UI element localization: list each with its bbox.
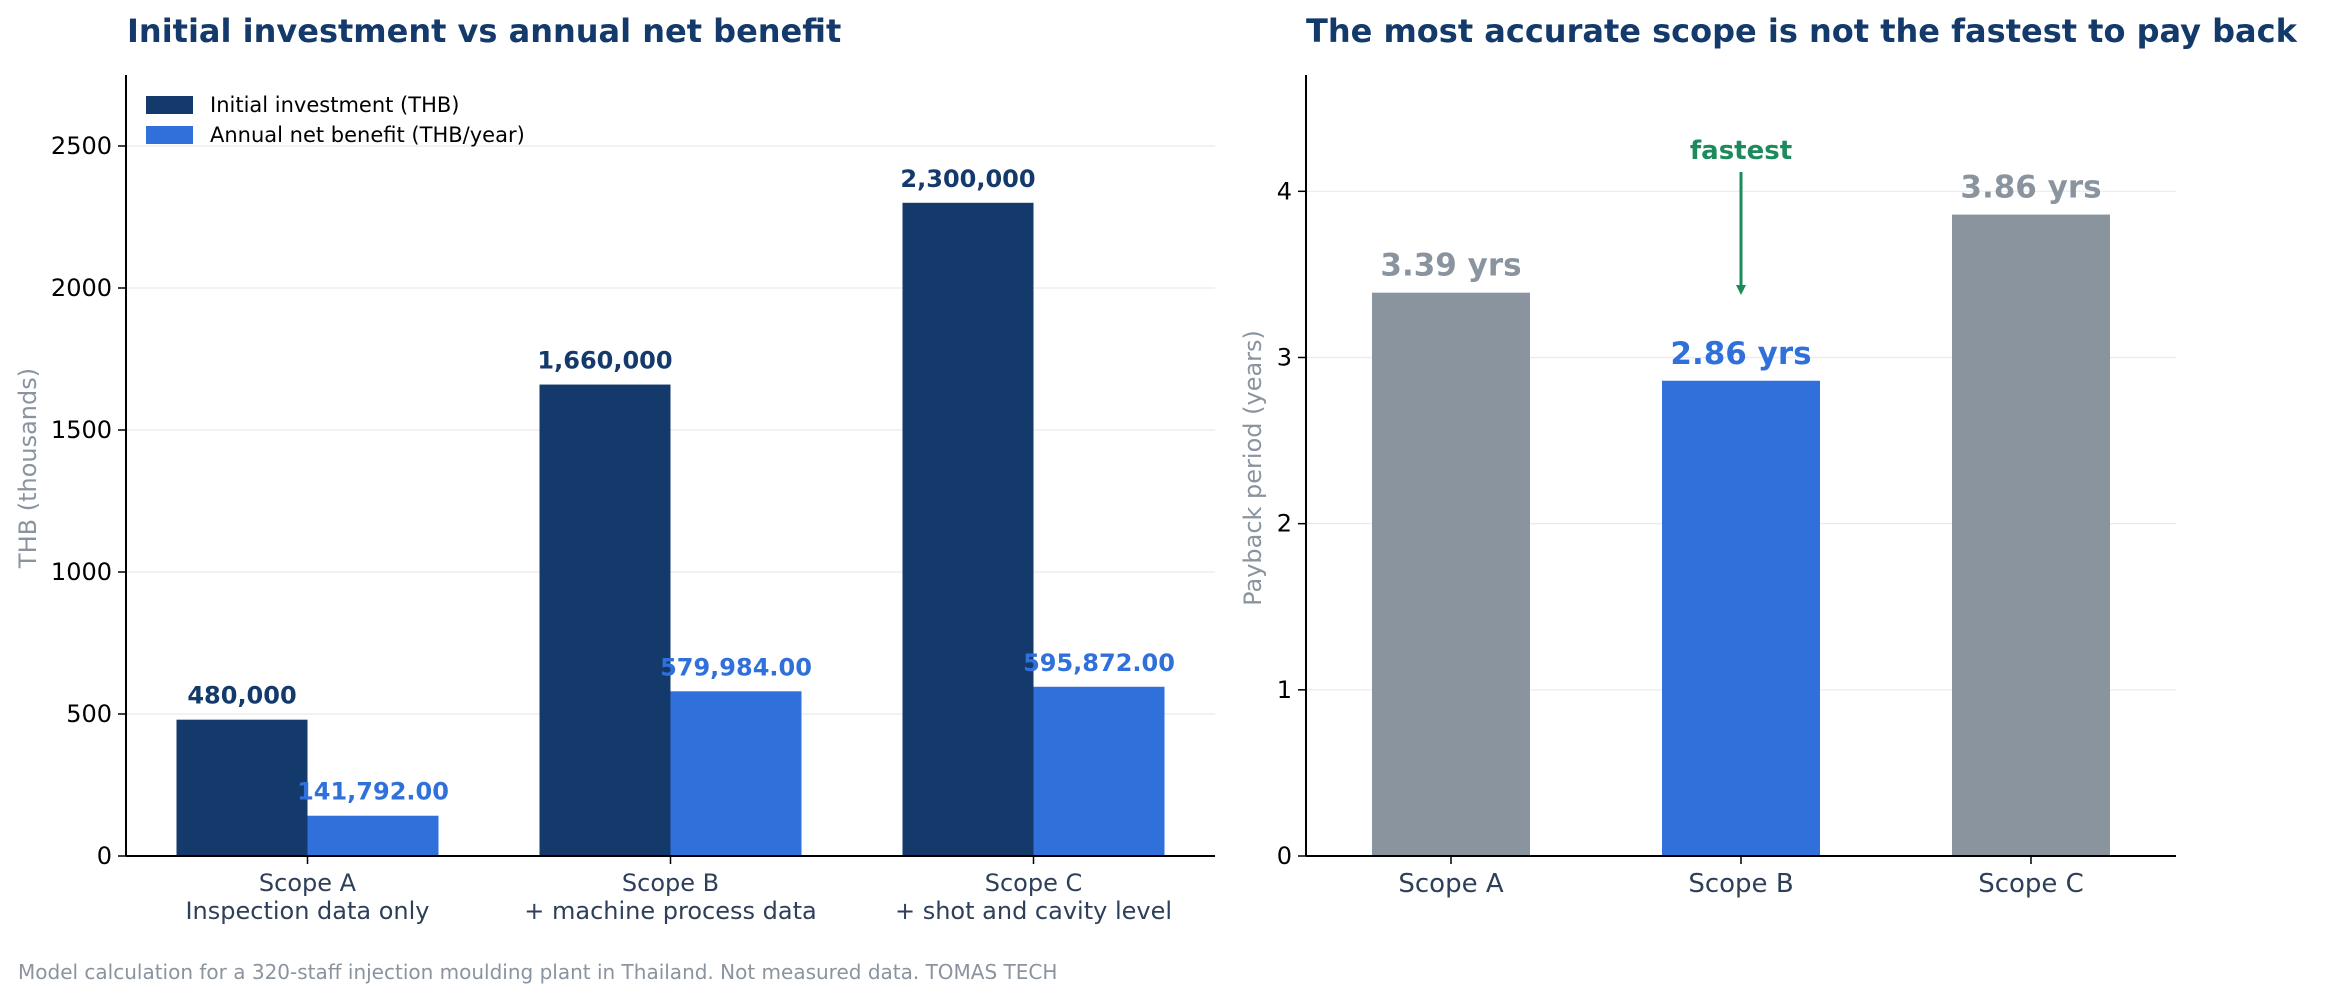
payback-y-tick-label: 0 xyxy=(1277,842,1292,870)
investment-y-tick-label: 2000 xyxy=(51,274,112,302)
investment-y-tick-label: 1000 xyxy=(51,558,112,586)
payback-category-label: Scope B xyxy=(1688,869,1793,899)
investment-data-label: 480,000 xyxy=(187,682,296,710)
investment-data-label: 1,660,000 xyxy=(537,347,672,375)
payback-bar xyxy=(1662,380,1820,856)
investment-bars: 480,000 1,660,000 2,300,000 141,792.00 579,9… xyxy=(176,165,1175,857)
legend-swatch xyxy=(146,126,193,144)
payback-data-label: 2.86 yrs xyxy=(1670,336,1811,372)
investment-y-tick-label: 1500 xyxy=(51,416,112,444)
fastest-annotation: fastest xyxy=(1690,136,1792,295)
payback-bars: 3.39 yrs 2.86 yrs 3.86 yrs xyxy=(1372,170,2110,856)
investment-legend: Initial investment (THB) Annual net benef… xyxy=(146,93,525,147)
net-benefit-data-label: 579,984.00 xyxy=(660,653,812,681)
investment-bar xyxy=(902,202,1034,857)
investment-y-axis-label: THB (thousands) xyxy=(14,368,42,569)
investment-bar xyxy=(176,719,308,856)
payback-bar xyxy=(1952,214,2110,856)
investment-bar xyxy=(539,384,671,856)
net-benefit-data-label: 141,792.00 xyxy=(297,778,449,806)
payback-y-tick-label: 4 xyxy=(1277,177,1292,205)
legend-swatch xyxy=(146,96,193,114)
payback-y-tick-label: 1 xyxy=(1277,676,1292,704)
investment-y-tick-label: 500 xyxy=(66,700,112,728)
investment-y-tick-label: 2500 xyxy=(51,132,112,160)
payback-chart: The most accurate scope is not the faste… xyxy=(1239,12,2298,899)
payback-axes: 0 1 2 3 4 Scope A Scope B Scope C xyxy=(1277,75,2176,899)
payback-data-label: 3.86 yrs xyxy=(1960,170,2101,206)
investment-data-label: 2,300,000 xyxy=(900,165,1035,193)
payback-data-label: 3.39 yrs xyxy=(1380,248,1521,284)
investment-chart-title: Initial investment vs annual net benefit xyxy=(127,12,841,50)
net-benefit-bar xyxy=(670,691,802,856)
payback-chart-title: The most accurate scope is not the faste… xyxy=(1306,12,2298,50)
investment-category-label: Inspection data only xyxy=(185,897,429,925)
investment-y-tick-label: 0 xyxy=(97,842,112,870)
legend-label: Initial investment (THB) xyxy=(210,93,459,117)
investment-category-label: Scope C xyxy=(985,869,1083,897)
investment-category-label: + machine process data xyxy=(524,897,816,925)
payback-category-label: Scope A xyxy=(1398,869,1503,899)
investment-chart: Initial investment vs annual net benefit… xyxy=(14,12,1215,925)
fastest-annotation-label: fastest xyxy=(1690,136,1792,166)
legend-label: Annual net benefit (THB/year) xyxy=(210,123,525,147)
payback-bar xyxy=(1372,292,1530,856)
payback-y-tick-label: 3 xyxy=(1277,343,1292,371)
net-benefit-bar xyxy=(307,815,439,856)
payback-category-label: Scope C xyxy=(1978,869,2084,899)
payback-y-axis-label: Payback period (years) xyxy=(1239,330,1267,606)
net-benefit-bar xyxy=(1033,686,1165,856)
payback-y-tick-label: 2 xyxy=(1277,510,1292,538)
investment-category-label: Scope B xyxy=(622,869,719,897)
footnote: Model calculation for a 320-staff inject… xyxy=(18,960,1057,984)
investment-category-label: Scope A xyxy=(259,869,357,897)
net-benefit-data-label: 595,872.00 xyxy=(1023,649,1175,677)
investment-category-label: + shot and cavity level xyxy=(895,897,1172,925)
